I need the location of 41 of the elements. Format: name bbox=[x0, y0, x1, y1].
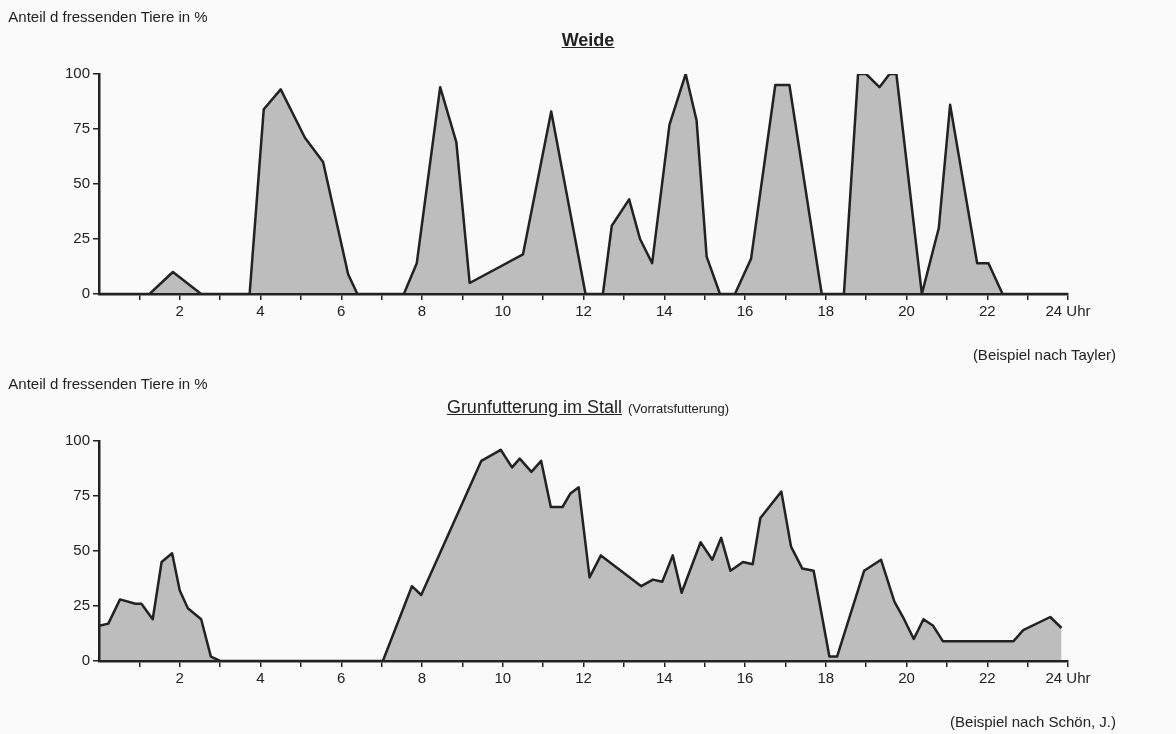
text: (Beispiel nach Tayler) bbox=[972, 346, 1116, 363]
x-tick-label: 22 bbox=[978, 669, 996, 687]
x-tick-label: 8 bbox=[417, 669, 427, 687]
x-tick-label: 10 bbox=[494, 669, 512, 687]
x-tick-label: 14 bbox=[655, 669, 673, 687]
x-tick-label: 18 bbox=[817, 302, 835, 320]
x-tick-label: 2 bbox=[175, 302, 184, 320]
x-tick-label: 6 bbox=[337, 302, 346, 320]
x-tick-label: 2 bbox=[175, 669, 184, 687]
x-tick-label: 12 bbox=[575, 669, 592, 687]
y-tick-label: 75 bbox=[73, 486, 91, 504]
text: (Beispiel nach Schön, J.) bbox=[950, 713, 1116, 730]
x-tick-label: 16 bbox=[736, 669, 754, 687]
y-tick-label: 25 bbox=[73, 596, 91, 614]
y-tick-label: 0 bbox=[81, 284, 91, 302]
y-axis-title: Anteil d fressenden Tiere in % bbox=[8, 374, 208, 394]
y-axis-title: Anteil d fressenden Tiere in % bbox=[8, 7, 208, 27]
y-tick-label: 50 bbox=[73, 541, 91, 559]
x-tick-label: 16 bbox=[736, 302, 754, 320]
x-tick-label: 4 bbox=[256, 302, 265, 320]
x-tick-label: 14 bbox=[655, 302, 673, 320]
x-tick-label: 24 Uhr bbox=[1045, 669, 1091, 687]
x-tick-label: 4 bbox=[256, 669, 265, 687]
chart-subtitle: (Vorratsfutterung) bbox=[627, 401, 730, 416]
y-tick-label: 75 bbox=[73, 119, 91, 137]
x-tick-label: 24 Uhr bbox=[1045, 302, 1091, 320]
y-tick-label: 0 bbox=[81, 651, 91, 669]
x-tick-label: 20 bbox=[898, 669, 915, 687]
x-tick-label: 18 bbox=[817, 669, 835, 687]
x-tick-label: 20 bbox=[898, 302, 915, 320]
x-tick-label: 22 bbox=[978, 302, 996, 320]
y-tick-label: 50 bbox=[73, 174, 91, 192]
chart-title: Weide bbox=[561, 30, 615, 50]
x-tick-label: 8 bbox=[417, 302, 427, 320]
x-tick-label: 6 bbox=[337, 669, 346, 687]
chart-title: Grunfutterung im Stall bbox=[446, 397, 622, 417]
x-tick-label: 10 bbox=[494, 302, 512, 320]
y-tick-label: 100 bbox=[65, 431, 91, 449]
y-tick-label: 25 bbox=[73, 229, 91, 247]
x-tick-label: 12 bbox=[575, 302, 592, 320]
y-tick-label: 100 bbox=[65, 64, 91, 82]
